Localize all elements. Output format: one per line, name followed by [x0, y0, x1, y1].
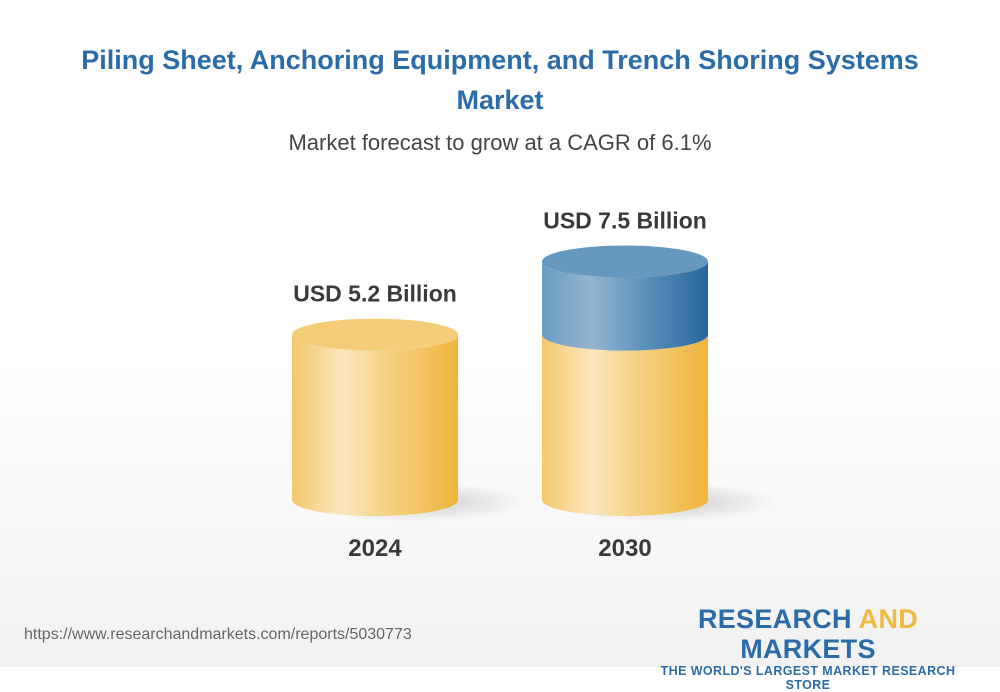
cylinder-top-2024 [292, 318, 458, 351]
category-label: 2024 [348, 535, 402, 562]
report-url[interactable]: https://www.researchandmarkets.com/repor… [24, 626, 412, 643]
value-label: USD 5.2 Billion [293, 281, 457, 307]
research-and-markets-logo: RESEARCH AND MARKETS THE WORLD'S LARGEST… [660, 604, 956, 692]
category-label: 2030 [598, 535, 651, 562]
cylinder-growth-2030 [542, 261, 708, 351]
cylinder-base-2030 [542, 334, 708, 516]
cylinder-base-2024 [292, 334, 458, 516]
cylinder-top-2030 [542, 245, 708, 278]
value-label: USD 7.5 Billion [543, 208, 707, 234]
chart-title: Piling Sheet, Anchoring Equipment, and T… [81, 45, 919, 115]
cylinder-chart: USD 5.2 Billion 2024 USD 7.5 Billion 2030 [292, 208, 778, 562]
chart-subtitle: Market forecast to grow at a CAGR of 6.1… [288, 130, 712, 155]
